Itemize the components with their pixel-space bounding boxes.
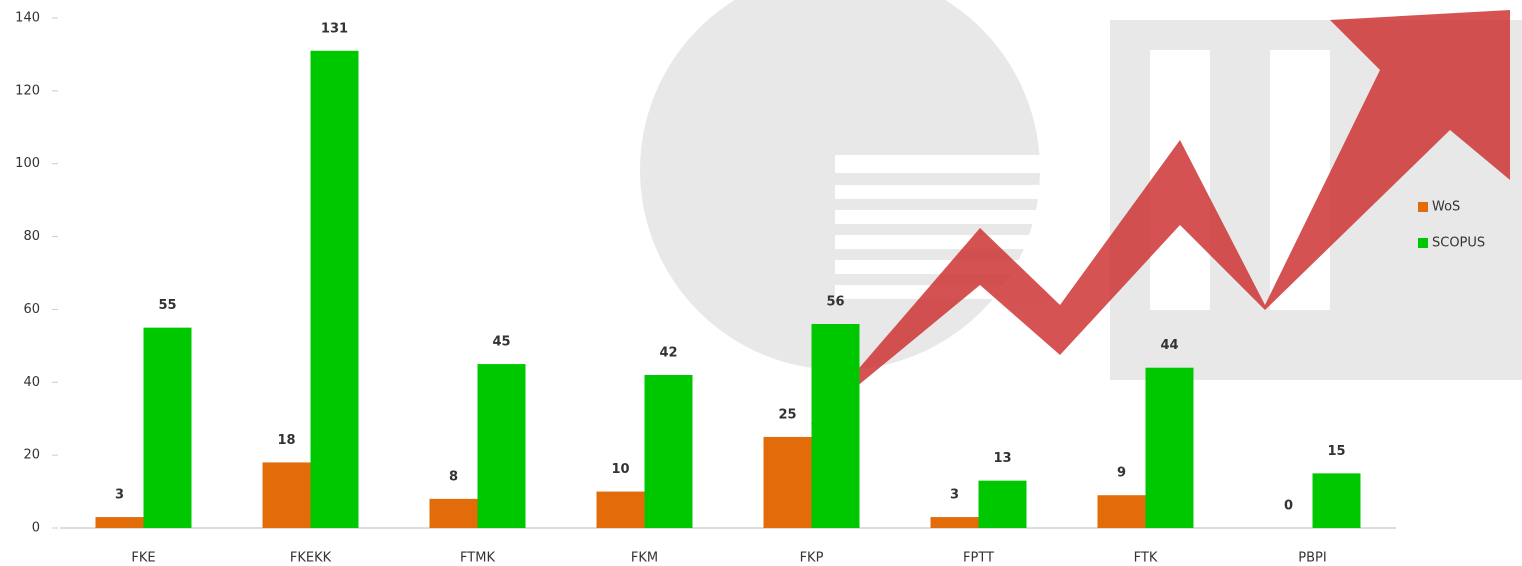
bar [95,517,144,528]
y-tick-label: 60 [23,302,40,317]
data-label: 18 [277,433,295,448]
legend-swatch [1418,238,1428,248]
y-tick-label: 0 [32,521,40,536]
data-label: 0 [1284,499,1293,514]
y-tick-label: 100 [15,156,40,171]
bar [930,517,979,528]
data-label: 45 [492,335,510,350]
data-label: 10 [611,462,629,477]
x-tick-label: FTMK [460,551,495,566]
data-label: 3 [115,488,124,503]
y-tick-label: 20 [23,448,40,463]
legend-swatch [1418,202,1428,212]
bar [978,480,1027,528]
legend-label: SCOPUS [1432,236,1485,251]
data-label: 15 [1327,444,1345,459]
data-label: 42 [659,346,677,361]
watermark-stripe [835,235,1065,249]
y-tick-label: 140 [15,11,40,26]
x-tick-label: FKE [131,551,155,566]
watermark-arrow [810,10,1510,425]
bar [1145,367,1194,528]
y-tick-label: 40 [23,375,40,390]
x-tick-label: FKP [800,551,824,566]
bar [1312,473,1361,528]
data-label: 55 [158,298,176,313]
y-tick-label: 80 [23,229,40,244]
data-label: 131 [321,21,348,36]
watermark-stripe [835,155,1065,173]
data-label: 25 [778,407,796,422]
watermark-stripe [835,185,1065,199]
data-label: 56 [826,295,844,310]
data-label: 3 [950,488,959,503]
data-label: 9 [1117,466,1126,481]
y-tick-label: 120 [15,83,40,98]
bar [811,324,860,528]
data-label: 8 [449,469,458,484]
x-tick-label: FKM [631,551,658,566]
x-tick-label: FKEKK [290,551,332,566]
bar [143,327,192,528]
bar [763,436,812,528]
legend-label: WoS [1432,200,1460,215]
bar [644,375,693,528]
bar [1097,495,1146,528]
bar [429,498,478,528]
bar [477,364,526,528]
x-tick-label: FTK [1134,551,1158,566]
data-label: 13 [993,451,1011,466]
bar [596,491,645,528]
watermark-stripe [835,210,1065,224]
x-tick-label: PBPI [1298,551,1326,566]
data-label: 44 [1160,338,1178,353]
bar [262,462,311,528]
x-tick-label: FPTT [963,551,994,566]
watermark [640,0,1522,425]
bar [310,50,359,529]
